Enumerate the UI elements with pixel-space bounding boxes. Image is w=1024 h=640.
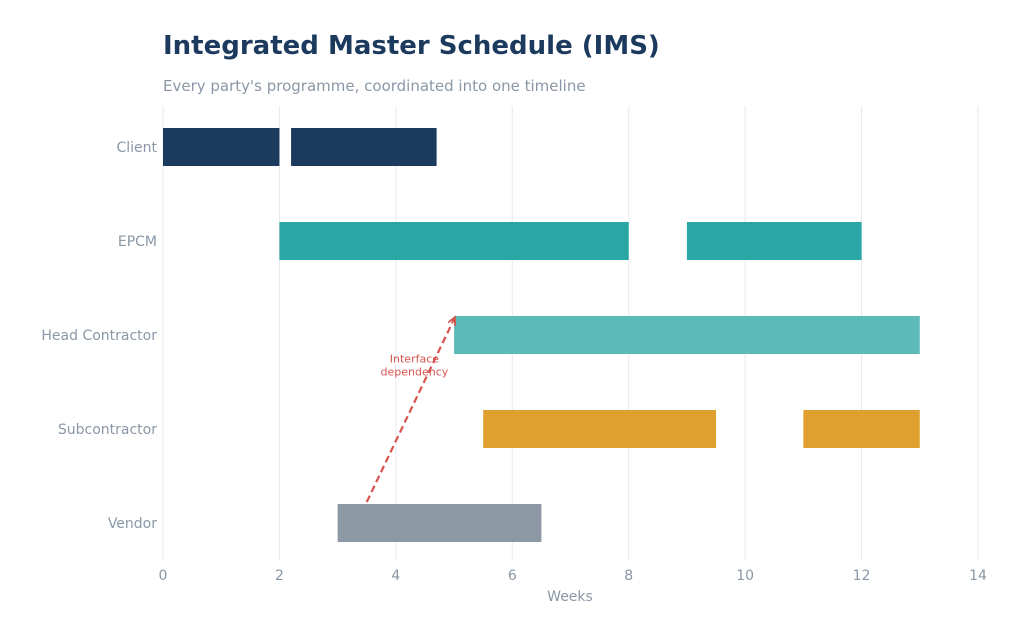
axis-labels: 0 2 4 6 8 10 12 14 Client EPCM Head Contractor Subc…: [41, 140, 987, 605]
x-axis-title: Weeks: [547, 589, 593, 605]
task-bar-client-2: [291, 128, 437, 166]
task-bar-subcontractor-2: [803, 410, 920, 448]
annotation-label-line-1: Interface: [390, 353, 439, 366]
dependency-arrow: [365, 319, 454, 503]
x-tick-label-12: 12: [853, 568, 871, 584]
x-tick-label-14: 14: [969, 568, 987, 584]
chart-title: Integrated Master Schedule (IMS): [163, 31, 660, 61]
annotation-label-line-2: dependency: [381, 366, 449, 379]
category-label-head-contractor: Head Contractor: [41, 328, 157, 344]
task-bar-subcontractor-1: [483, 410, 717, 448]
task-bar-client-1: [163, 128, 280, 166]
x-tick-label-6: 6: [508, 568, 517, 584]
task-bar-epcm-1: [279, 222, 629, 260]
x-tick-label-4: 4: [391, 568, 400, 584]
task-bar-vendor-1: [337, 504, 542, 542]
category-label-vendor: Vendor: [108, 516, 157, 532]
task-bar-head-contractor-1: [454, 316, 920, 354]
chart-subtitle: Every party's programme, coordinated int…: [163, 77, 586, 95]
category-label-epcm: EPCM: [118, 234, 157, 250]
x-tick-label-0: 0: [159, 568, 168, 584]
task-bar-epcm-2: [686, 222, 862, 260]
category-label-subcontractor: Subcontractor: [58, 422, 157, 438]
task-bars: [163, 128, 920, 542]
x-tick-label-2: 2: [275, 568, 284, 584]
category-label-client: Client: [116, 140, 157, 156]
x-tick-label-10: 10: [736, 568, 754, 584]
x-tick-label-8: 8: [624, 568, 633, 584]
